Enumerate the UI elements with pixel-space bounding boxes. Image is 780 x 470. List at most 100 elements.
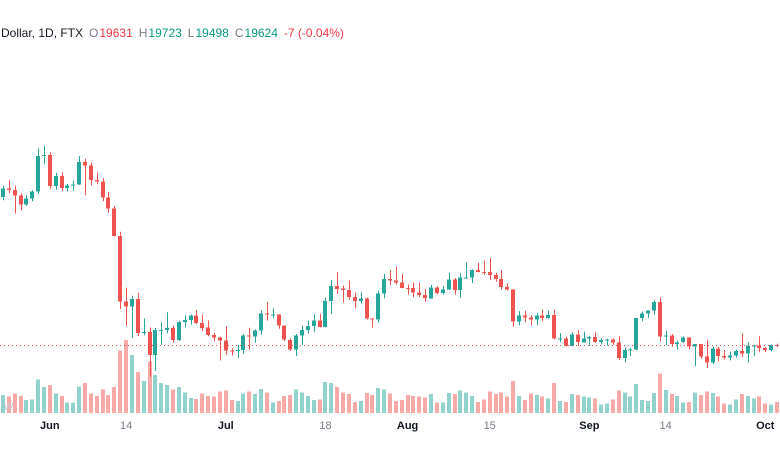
volume-bar — [464, 392, 468, 413]
ohlc-close-letter: C — [234, 26, 244, 40]
candle-body — [599, 340, 603, 342]
volume-bar — [634, 383, 638, 413]
candle-body — [48, 155, 52, 187]
candle-body — [417, 292, 421, 295]
volume-bar — [458, 390, 462, 413]
candle-body — [83, 161, 87, 166]
watermark-fragment: w — [4, 398, 14, 413]
volume-bar — [124, 340, 128, 413]
volume-bar — [294, 389, 298, 413]
price-pane — [1, 145, 779, 377]
volume-bar — [265, 392, 269, 413]
volume-bar — [271, 402, 275, 413]
volume-bar — [106, 394, 110, 413]
volume-bar — [206, 395, 210, 413]
candle-body — [265, 313, 269, 315]
volume-bar — [130, 355, 134, 413]
candle-body — [505, 287, 509, 290]
volume-bar — [670, 394, 674, 413]
volume-bar — [13, 393, 17, 413]
volume-bar — [112, 387, 116, 413]
candle-body — [124, 301, 128, 307]
volume-bar — [148, 361, 152, 413]
volume-bar — [71, 402, 75, 413]
candle-body — [159, 330, 163, 332]
time-axis-label: Oct — [756, 420, 775, 432]
candle-body — [183, 319, 187, 322]
candle-body — [540, 315, 544, 318]
volume-bar — [693, 392, 697, 413]
volume-bar — [359, 400, 363, 413]
candle-body — [382, 279, 386, 294]
volume-bar — [329, 382, 333, 413]
candle-body — [200, 323, 204, 328]
candle-body — [617, 342, 621, 358]
volume-bar — [535, 394, 539, 413]
candle-body — [511, 289, 515, 322]
volume-bar — [728, 404, 732, 413]
volume-bar — [722, 403, 726, 413]
candle-body — [282, 325, 286, 340]
volume-bar — [769, 404, 773, 413]
candle-body — [335, 286, 339, 289]
volume-bar — [153, 375, 157, 413]
candle-body — [652, 301, 656, 311]
volume-bar — [546, 398, 550, 413]
candle-body — [488, 272, 492, 276]
candle-body — [740, 351, 744, 354]
volume-bar — [576, 394, 580, 413]
candle-body — [429, 287, 433, 299]
candle-body — [318, 320, 322, 327]
ohlc-low-value: 19498 — [195, 26, 229, 40]
time-axis-label: 15 — [484, 420, 496, 432]
candle-body — [628, 349, 632, 351]
volume-bar — [664, 389, 668, 413]
candle-body — [411, 288, 415, 293]
candle-body — [376, 293, 380, 320]
candle-body — [77, 161, 81, 185]
volume-bar — [505, 396, 509, 413]
time-axis[interactable]: Jun 14 Jul 18 Aug 15 Sep 14 Oct — [40, 420, 775, 432]
time-axis-label: Aug — [397, 420, 418, 432]
candle-body — [705, 356, 709, 363]
volume-bar — [42, 387, 46, 413]
volume-bar — [65, 402, 69, 413]
volume-bar — [323, 382, 327, 413]
candle-body — [112, 208, 116, 237]
volume-bar — [388, 393, 392, 413]
volume-bar — [189, 397, 193, 413]
candle-body — [693, 344, 697, 347]
volume-bar — [230, 400, 234, 413]
ohlc-high-letter: H — [138, 26, 148, 40]
candle-body — [54, 176, 58, 187]
candle-body — [171, 328, 175, 340]
volume-bar — [236, 400, 240, 413]
candle-body — [148, 331, 152, 356]
ohlc-open: O19631 — [89, 26, 133, 40]
ohlc-close: C19624 — [235, 26, 278, 40]
candle-body — [675, 342, 679, 344]
volume-bar — [605, 403, 609, 413]
volume-bar — [142, 380, 146, 413]
time-axis-label: Jun — [40, 420, 60, 432]
candle-body — [101, 181, 105, 198]
volume-bar — [288, 394, 292, 413]
volume-bar — [476, 401, 480, 413]
volume-bar — [687, 401, 691, 413]
candle-body — [664, 335, 668, 337]
candle-body — [142, 331, 146, 334]
candle-body — [499, 279, 503, 288]
volume-bar — [441, 402, 445, 413]
candle-body — [558, 338, 562, 340]
candle-body — [312, 320, 316, 326]
candle-body — [453, 279, 457, 290]
candle-body — [370, 318, 374, 320]
candle-body — [611, 339, 615, 343]
volume-bar — [318, 399, 322, 413]
candle-body — [441, 289, 445, 294]
candle-body — [658, 301, 662, 337]
symbol-title[interactable]: Dollar, 1D, FTX — [1, 26, 84, 40]
volume-bar — [558, 400, 562, 413]
